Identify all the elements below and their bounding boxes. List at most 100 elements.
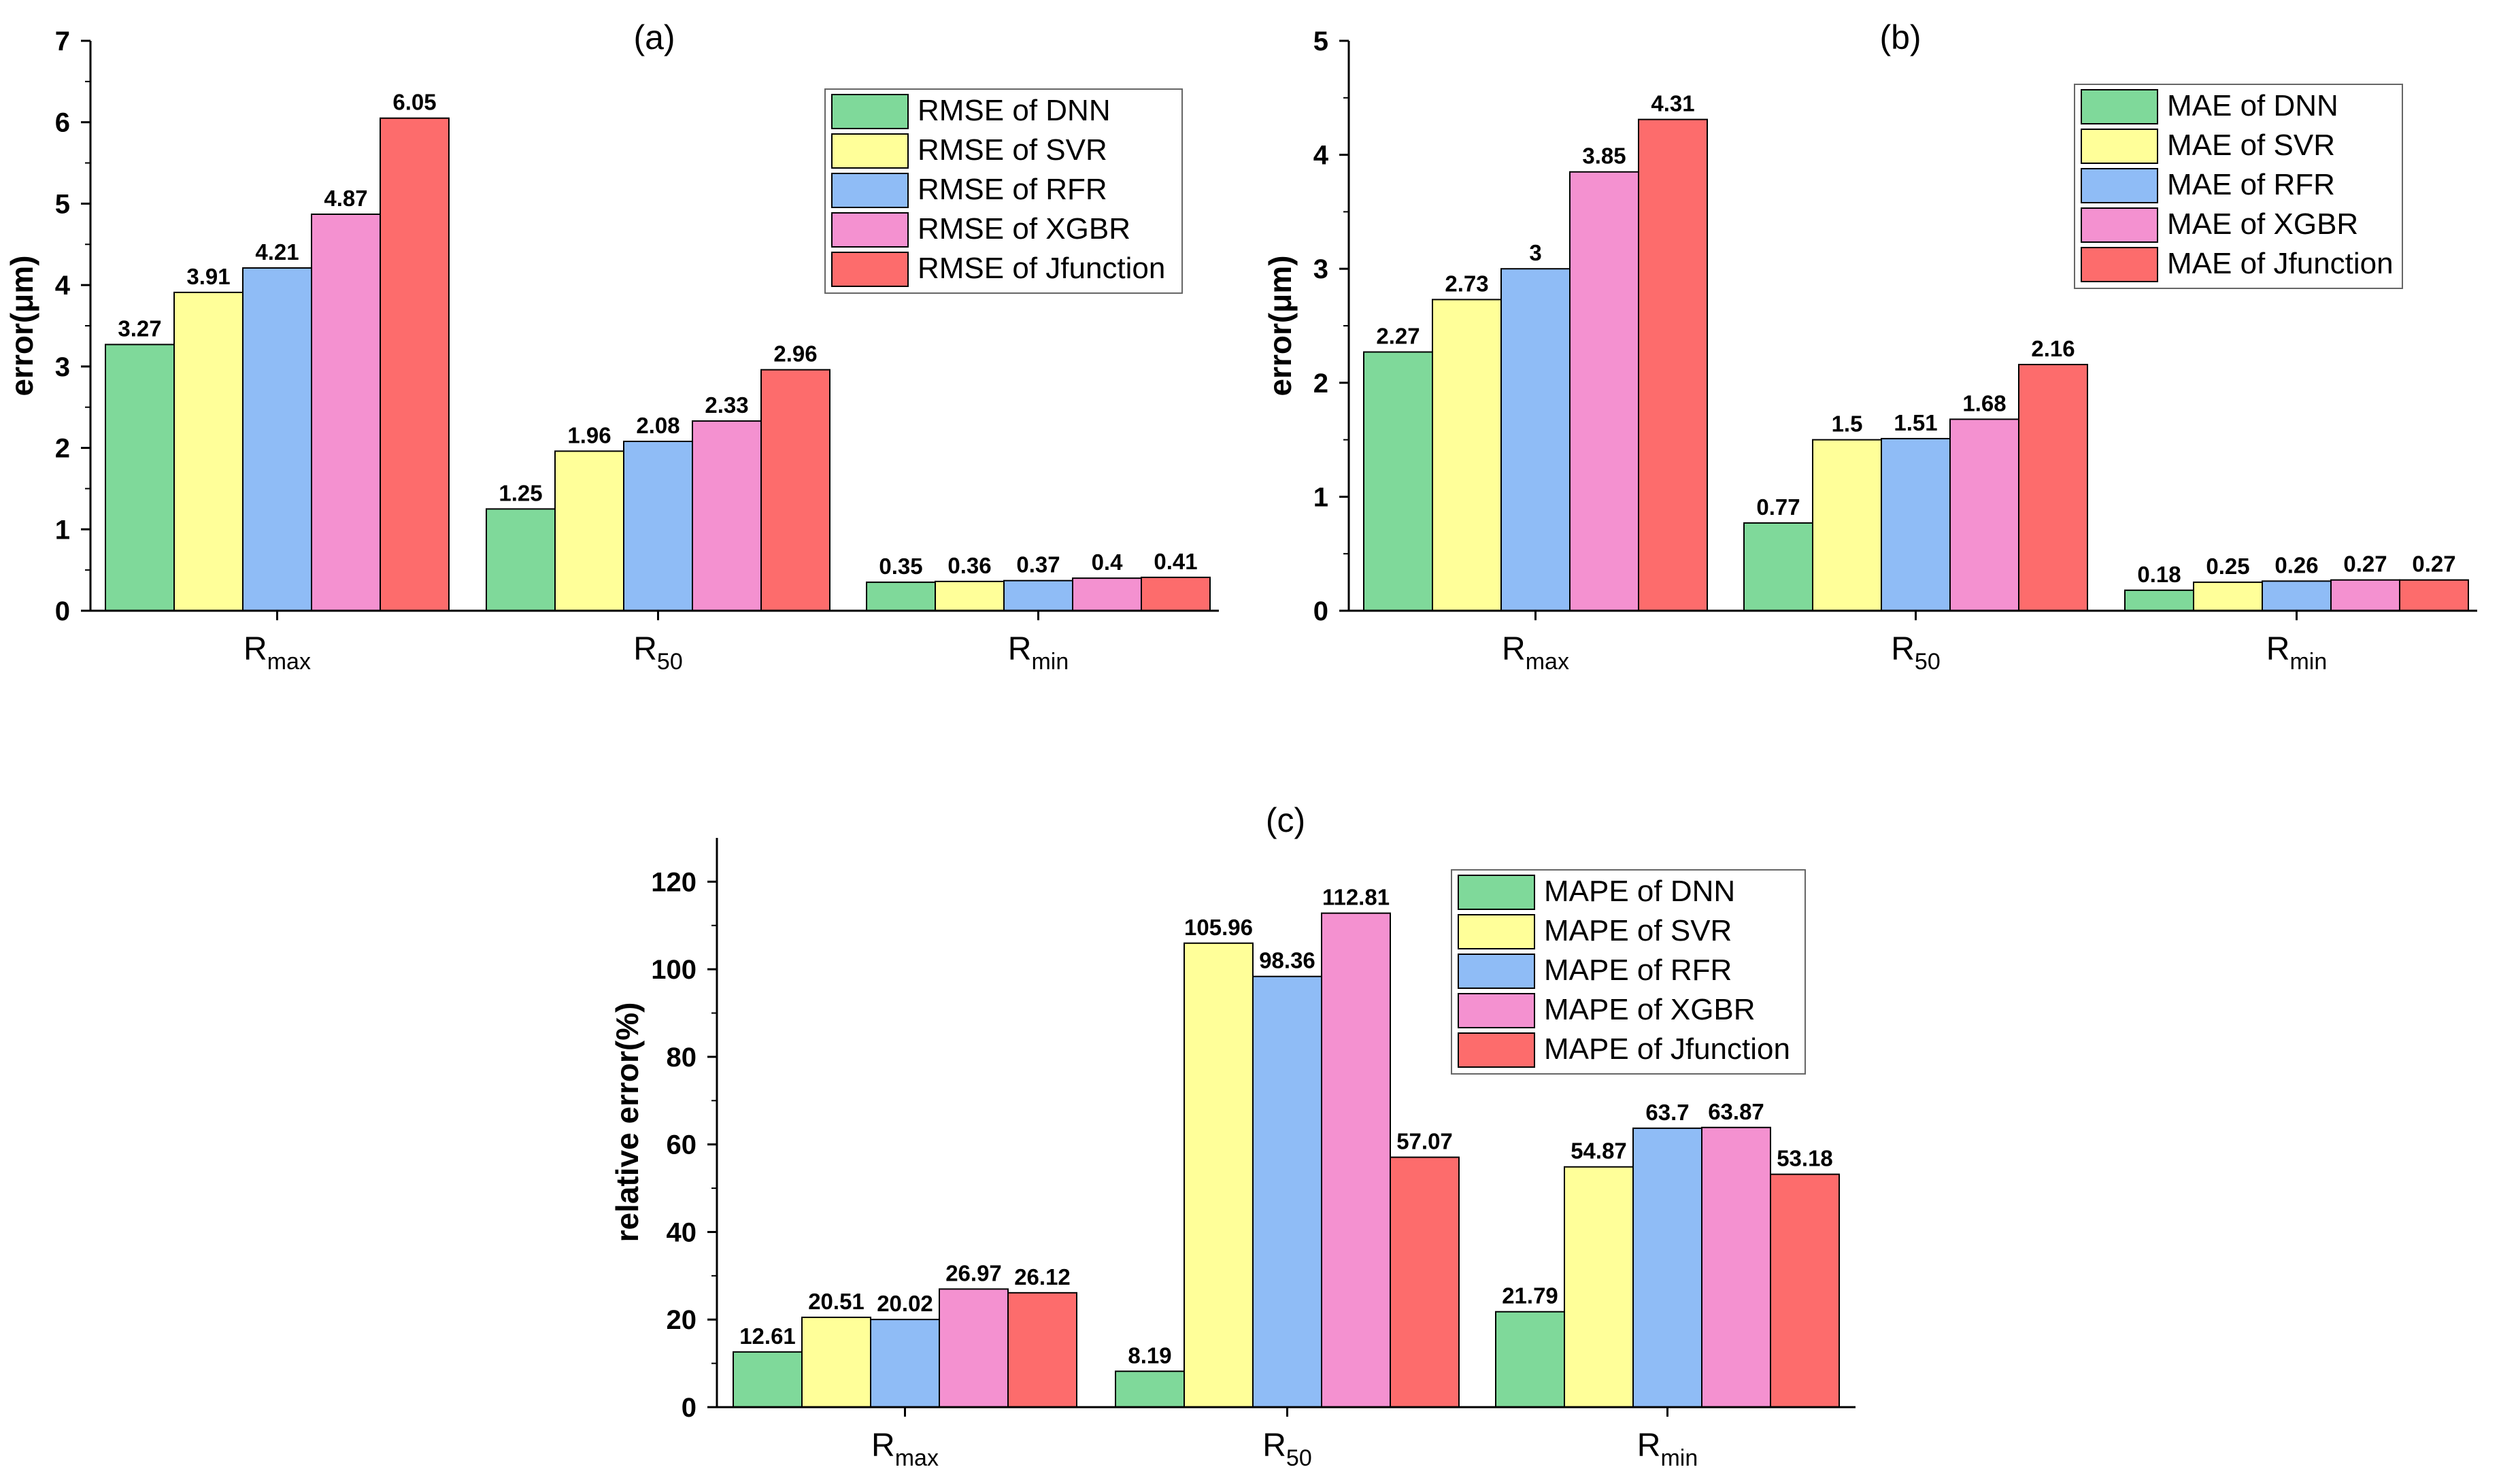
- x-category-main: R: [1637, 1428, 1661, 1464]
- data-label: 63.7: [1645, 1100, 1689, 1125]
- bar-rfr-max: [1500, 268, 1571, 611]
- y-tick-label: 0: [55, 596, 70, 626]
- data-label: 0.37: [1016, 552, 1060, 577]
- bar-xgbr-min: [1072, 577, 1142, 611]
- bar-xgbr-min: [2330, 579, 2400, 611]
- legend-swatch-xgbr: [2081, 207, 2158, 243]
- legend-label: MAE of SVR: [2167, 129, 2335, 162]
- y-tick-label: 5: [55, 189, 70, 219]
- data-label: 0.27: [2343, 552, 2387, 577]
- bar-svr-min: [2193, 581, 2263, 611]
- bar-dnn-max: [733, 1351, 803, 1409]
- data-label: 0.77: [1756, 494, 1800, 520]
- legend: MAPE of DNN MAPE of SVR MAPE of RFR MAPE of…: [1451, 869, 1806, 1075]
- bar-dnn-max: [1363, 351, 1433, 611]
- legend-label: MAPE of SVR: [1544, 914, 1732, 947]
- legend-label: RMSE of RFR: [918, 173, 1107, 206]
- y-tick-label: 40: [667, 1217, 697, 1247]
- data-label: 0.18: [2137, 562, 2181, 587]
- bar-svr-min: [935, 580, 1005, 611]
- y-tick-label: 0: [682, 1393, 696, 1423]
- data-label: 2.08: [636, 413, 679, 438]
- x-category-label: Rmax: [1502, 631, 1569, 675]
- y-axis-title: relative error(%): [609, 1002, 645, 1243]
- bar-svr-max: [801, 1316, 871, 1408]
- data-label: 4.87: [324, 186, 367, 211]
- legend-swatch-jfunction: [1458, 1032, 1535, 1068]
- data-label: 54.87: [1571, 1139, 1627, 1164]
- x-category-main: R: [1262, 1428, 1286, 1464]
- data-label: 1.68: [1962, 390, 2006, 416]
- bar-rfr-min: [2262, 580, 2332, 612]
- data-label: 63.87: [1708, 1099, 1764, 1124]
- legend: MAE of DNN MAE of SVR MAE of RFR MAE of XGB…: [2074, 84, 2403, 289]
- x-category-label: Rmin: [1637, 1428, 1698, 1471]
- legend-label: MAPE of RFR: [1544, 954, 1732, 987]
- bar-jfunction-min: [1141, 576, 1211, 611]
- data-label: 0.41: [1154, 549, 1197, 574]
- bar-jfunction-50: [2018, 363, 2088, 611]
- y-axis-title: error(μm): [4, 255, 39, 396]
- bar-jfunction-50: [760, 369, 830, 611]
- legend-label: MAE of DNN: [2167, 89, 2338, 122]
- panel-label: (b): [1879, 18, 1921, 56]
- bar-xgbr-max: [311, 213, 381, 611]
- legend-label: MAE of RFR: [2167, 168, 2335, 201]
- bar-rfr-50: [623, 440, 693, 611]
- bar-xgbr-50: [1949, 418, 2019, 611]
- x-category-label: Rmax: [244, 631, 311, 675]
- data-label: 2.96: [773, 341, 817, 367]
- y-tick-label: 4: [1313, 141, 1329, 171]
- y-tick-label: 100: [651, 955, 696, 985]
- legend-swatch-svr: [1458, 914, 1535, 949]
- panel-label: (c): [1266, 801, 1305, 839]
- x-category-sub: min: [1660, 1445, 1698, 1471]
- legend-label: RMSE of Jfunction: [918, 252, 1165, 285]
- x-category-sub: min: [1031, 649, 1069, 675]
- legend-swatch-dnn: [2081, 89, 2158, 124]
- bar-jfunction-min: [1770, 1173, 1840, 1409]
- data-label: 105.96: [1184, 915, 1253, 940]
- data-label: 0.25: [2206, 554, 2249, 579]
- y-tick-label: 6: [55, 108, 70, 138]
- legend-swatch-dnn: [831, 94, 909, 129]
- bar-svr-50: [554, 450, 624, 611]
- x-category-sub: max: [267, 649, 311, 675]
- x-category-main: R: [871, 1428, 895, 1464]
- data-label: 12.61: [739, 1323, 796, 1349]
- x-category-label: R50: [1891, 631, 1941, 675]
- data-label: 112.81: [1322, 885, 1390, 910]
- data-label: 0.27: [2412, 552, 2455, 577]
- y-tick-label: 5: [1313, 27, 1328, 56]
- bar-dnn-min: [866, 581, 936, 611]
- bar-jfunction-max: [1007, 1292, 1077, 1409]
- legend-label: MAPE of XGBR: [1544, 993, 1756, 1026]
- bar-dnn-min: [1495, 1311, 1565, 1409]
- y-tick-label: 60: [667, 1130, 697, 1160]
- chart-panel-b: (b) error(μm) 2.27 0.77 0.18 2.73 1.5 0.25 3 1.51…: [1262, 18, 2477, 675]
- data-label: 3: [1529, 240, 1541, 265]
- data-label: 20.51: [808, 1289, 865, 1314]
- y-tick-label: 2: [1313, 369, 1328, 399]
- legend-label: MAPE of DNN: [1544, 875, 1735, 908]
- data-label: 8.19: [1128, 1343, 1171, 1368]
- data-label: 3.91: [186, 264, 230, 289]
- bar-rfr-50: [1252, 975, 1322, 1408]
- data-label: 3.85: [1582, 144, 1626, 169]
- x-category-label: Rmin: [1008, 631, 1069, 675]
- y-tick-label: 2: [55, 434, 70, 464]
- bar-svr-max: [1432, 299, 1502, 611]
- bar-xgbr-min: [1701, 1126, 1771, 1409]
- y-tick-label: 7: [55, 27, 70, 56]
- bar-rfr-50: [1881, 437, 1951, 612]
- data-label: 0.4: [1092, 550, 1124, 575]
- data-label: 4.31: [1651, 91, 1694, 116]
- x-category-sub: 50: [1286, 1445, 1312, 1471]
- data-label: 1.25: [499, 480, 542, 505]
- data-label: 4.21: [255, 239, 299, 265]
- y-tick-label: 3: [1313, 254, 1328, 284]
- y-tick-label: 80: [667, 1043, 697, 1073]
- x-category-main: R: [633, 631, 657, 667]
- bar-jfunction-50: [1390, 1156, 1460, 1408]
